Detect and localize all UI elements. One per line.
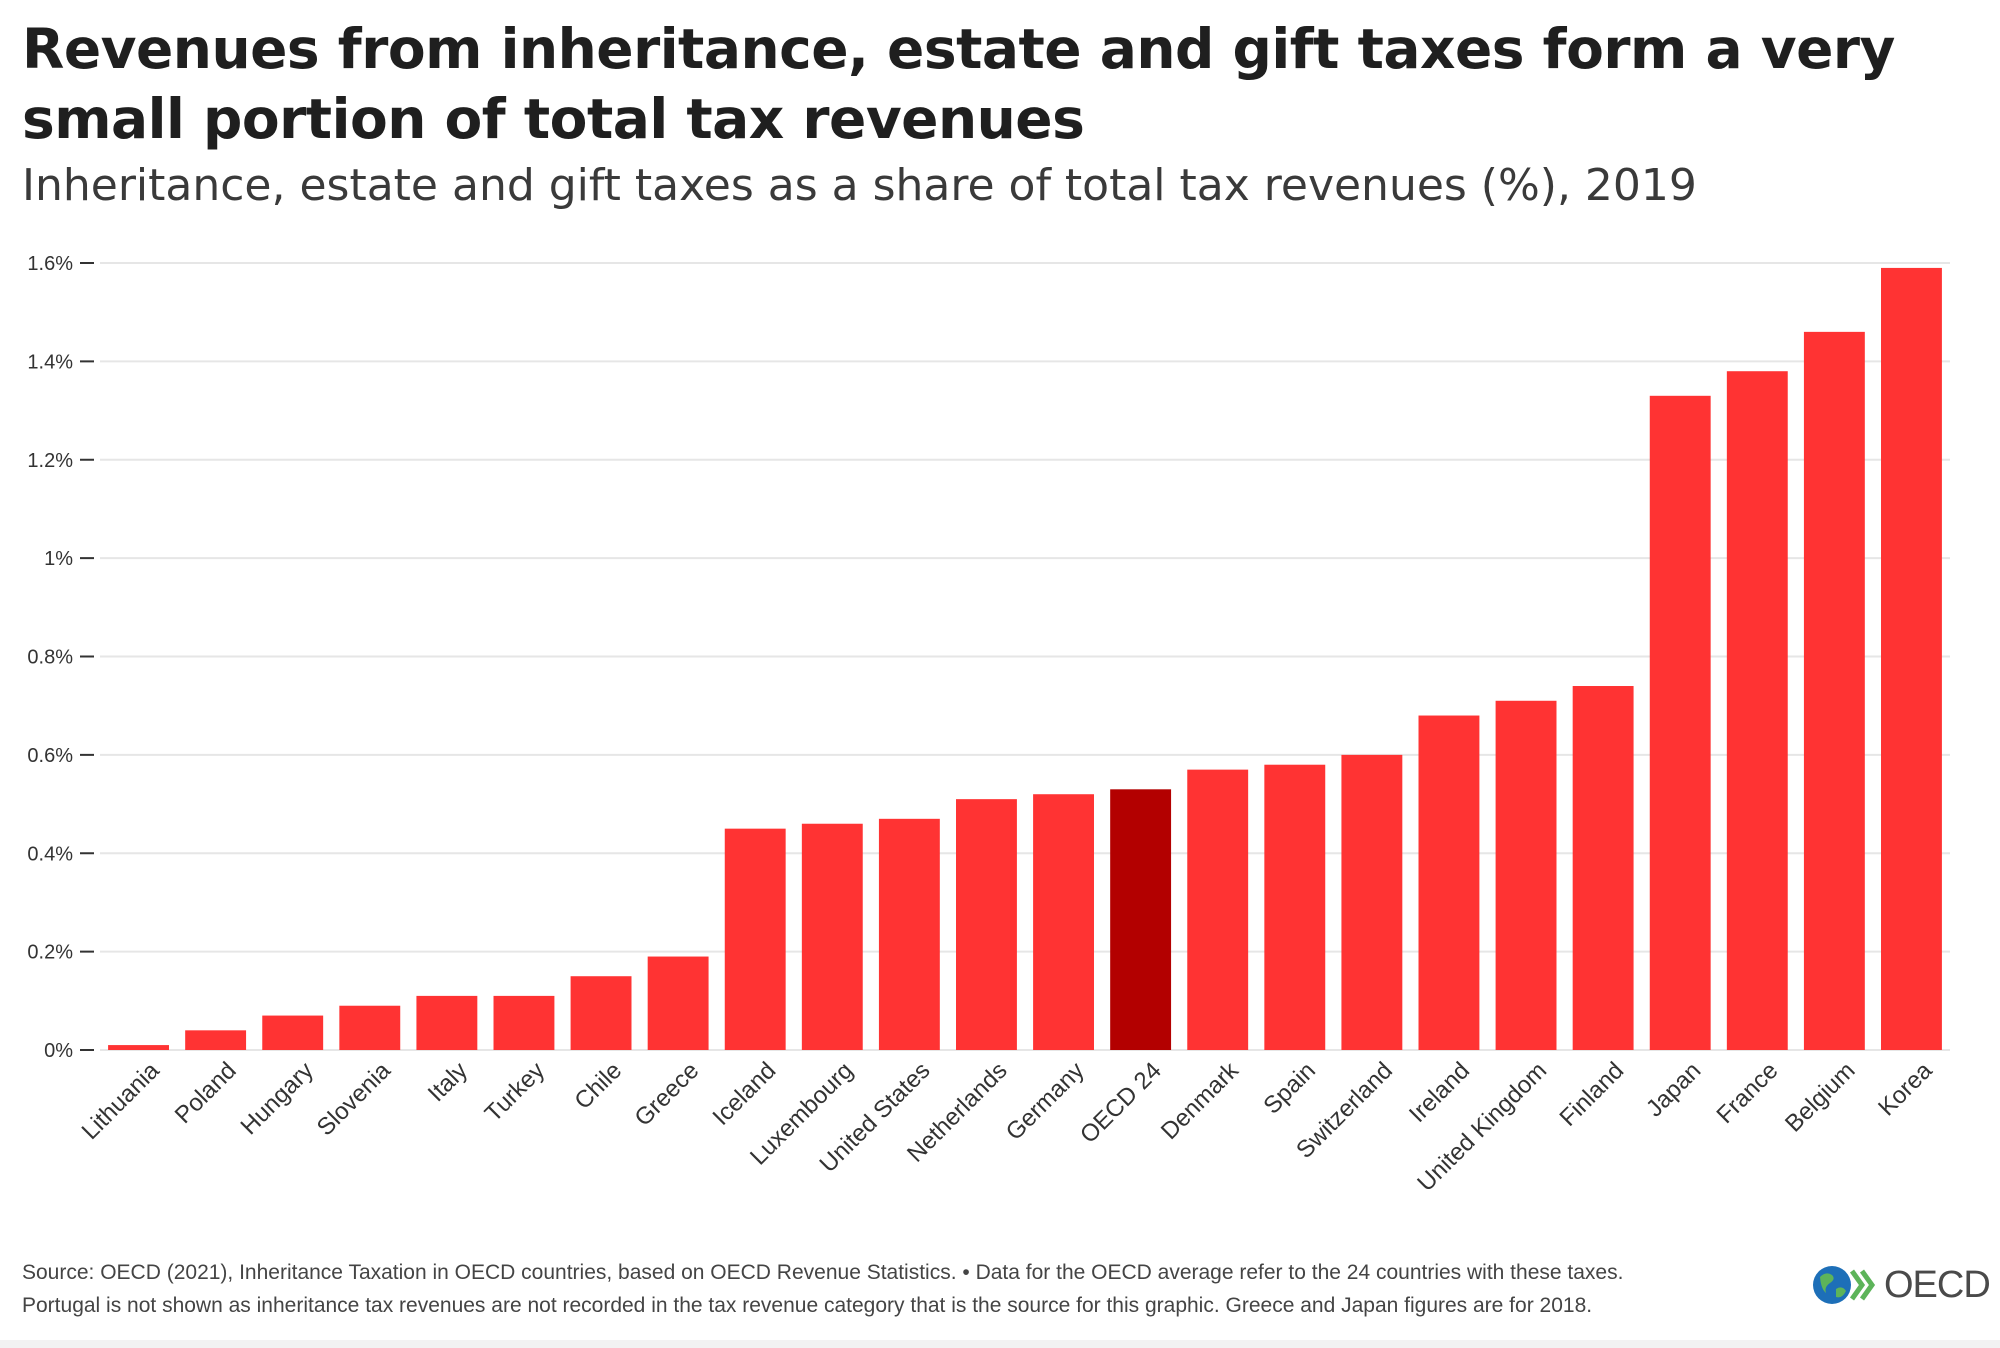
bar-finland [1572,686,1634,1050]
bar-ireland [1418,715,1480,1050]
bar-luxembourg [801,823,863,1050]
bottom-border [0,1340,2000,1348]
x-tick-label: Turkey [480,1057,550,1127]
y-tick-label: 0.8% [27,647,73,669]
x-tick-label: United Kingdom [1412,1057,1552,1197]
bar-switzerland [1341,754,1403,1050]
bar-netherlands [956,799,1017,1050]
x-tick-label: Korea [1873,1057,1938,1122]
bar-spain [1264,764,1326,1050]
bar-korea [1881,267,1942,1050]
x-tick-label: Germany [1001,1057,1090,1146]
bar-belgium [1803,331,1865,1050]
x-tick-label: Greece [630,1057,705,1132]
y-tick-label: 0.6% [27,745,73,767]
bar-germany [1033,794,1094,1050]
bar-denmark [1187,769,1249,1050]
bar-poland [185,1030,247,1050]
oecd-globe-icon [1813,1266,1876,1304]
x-tick-label: Italy [423,1057,473,1107]
portugal-note: Portugal is not shown as inheritance tax… [22,1294,1593,1317]
y-tick-label: 0% [44,1040,73,1062]
x-tick-label: Denmark [1156,1056,1245,1145]
bar-hungary [262,1015,324,1050]
x-tick-label: Hungary [236,1057,319,1140]
x-tick-label: Japan [1641,1057,1706,1122]
chart-footer: Source: OECD (2021), Inheritance Taxatio… [22,1256,1802,1322]
x-tick-label: Chile [569,1057,627,1115]
x-tick-label: Lithuania [77,1057,165,1145]
x-tick-label: Belgium [1780,1057,1860,1137]
oecd-logo-text: OECD [1884,1263,1991,1306]
bar-united-states [878,818,940,1050]
x-tick-label: Poland [170,1057,242,1129]
x-tick-label: Ireland [1404,1057,1475,1128]
bar-france [1726,371,1788,1050]
x-tick-label: OECD 24 [1075,1057,1167,1149]
y-tick-label: 1.2% [27,450,73,472]
bar-united-kingdom [1495,700,1557,1050]
y-tick-label: 1.6% [27,253,73,275]
bar-iceland [724,828,786,1050]
bar-lithuania [108,1045,169,1050]
bar-greece [647,956,709,1050]
chart-title: Revenues from inheritance, estate and gi… [22,17,1895,151]
x-tick-label: Slovenia [312,1057,397,1142]
y-tick-label: 1.4% [27,351,73,373]
bar-italy [416,995,478,1050]
y-tick-label: 1% [44,548,73,570]
bar-chart: 0% 0.2% 0.4% 0.6% 0.8% 1% 1.2% 1.4% 1.6% Lithuan… [27,253,1950,1197]
bars [108,267,1942,1050]
source-note: Source: OECD (2021), Inheritance Taxatio… [22,1261,1624,1284]
y-tick-label: 0.4% [27,843,73,865]
bar-oecd-24 [1110,789,1172,1050]
bar-japan [1649,395,1711,1050]
x-tick-label: Iceland [708,1057,782,1131]
bar-chile [570,976,632,1050]
x-tick-label: France [1711,1057,1783,1129]
chart-subtitle: Inheritance, estate and gift taxes as a … [22,160,1697,211]
bar-turkey [493,995,555,1050]
y-tick-label: 0.2% [27,942,73,964]
y-axis: 0% 0.2% 0.4% 0.6% 0.8% 1% 1.2% 1.4% 1.6% [27,253,94,1062]
gridlines [100,262,1950,1051]
x-tick-label: Spain [1258,1057,1321,1120]
bar-slovenia [339,1005,401,1050]
x-tick-label: Finland [1554,1057,1629,1132]
oecd-logo[interactable]: OECD [1812,1263,1991,1307]
